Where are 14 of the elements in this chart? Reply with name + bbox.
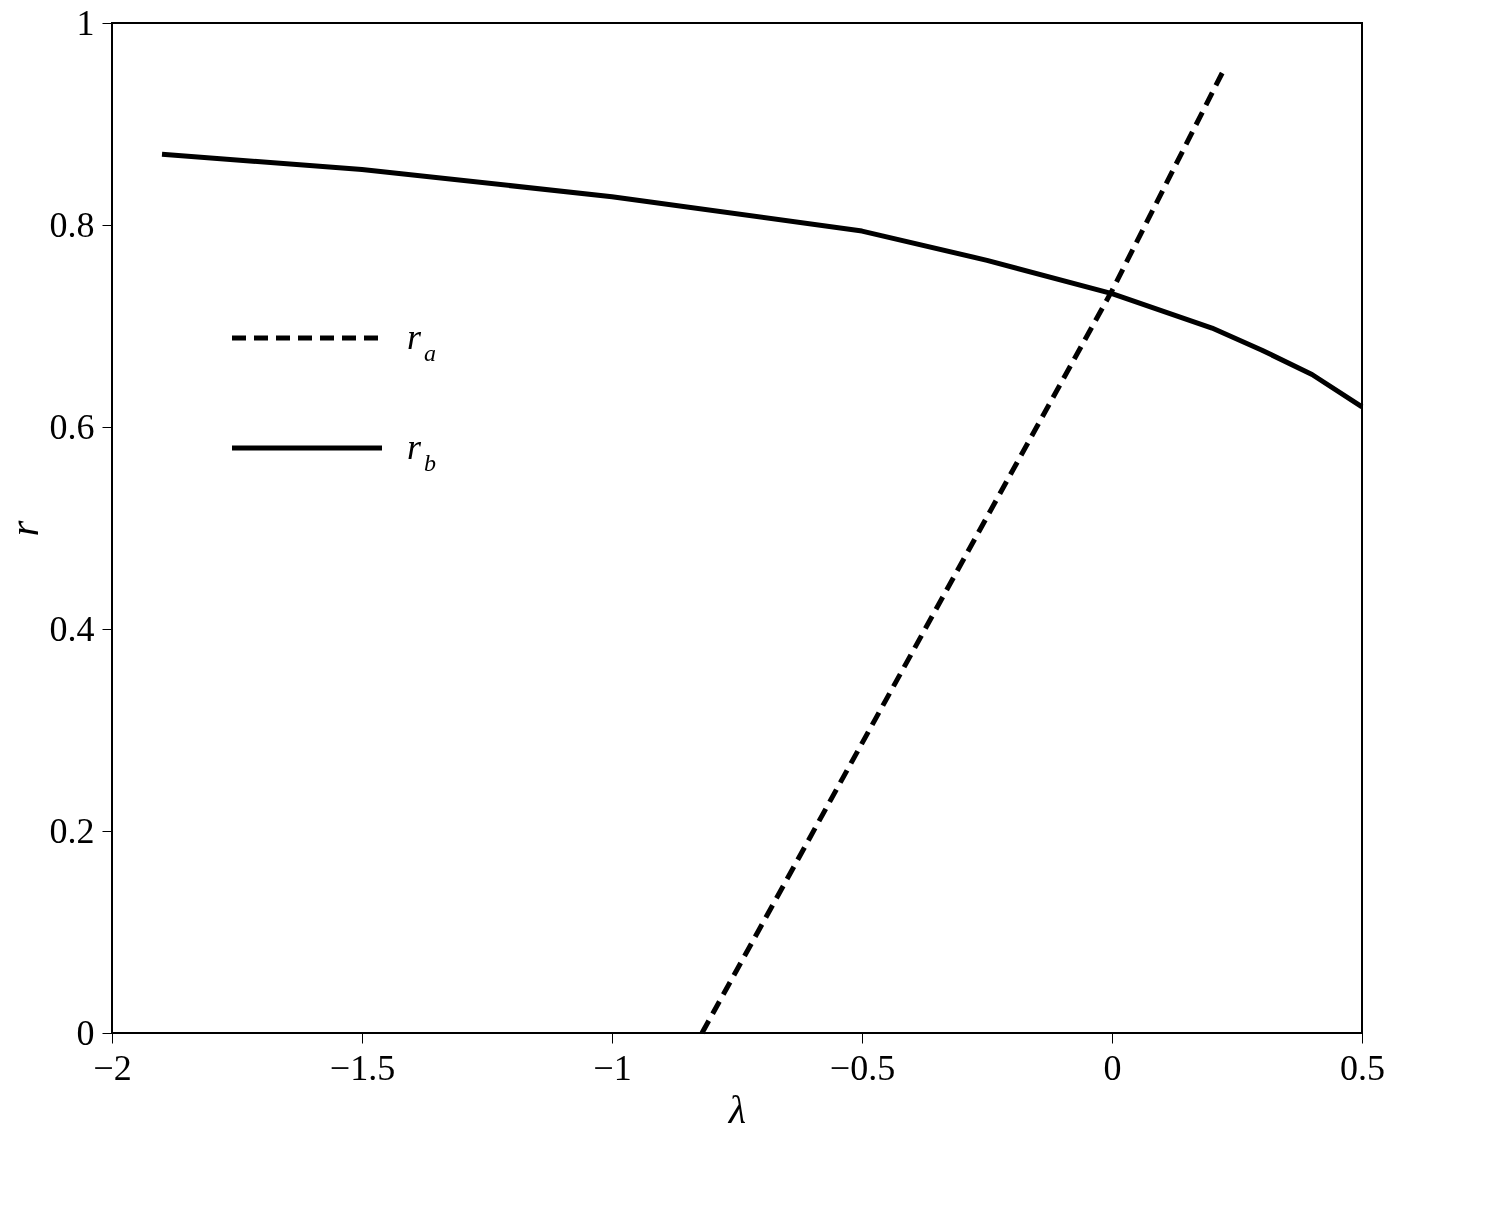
- y-tick-label: 0: [76, 1012, 95, 1053]
- x-tick-label: −2: [93, 1047, 132, 1088]
- y-axis-title: r: [1, 520, 47, 537]
- x-tick-label: −0.5: [829, 1047, 896, 1088]
- x-tick-label: −1.5: [329, 1047, 396, 1088]
- y-tick-label: 0.8: [49, 204, 95, 245]
- x-tick-label: −1: [593, 1047, 632, 1088]
- y-tick-label: 1: [76, 2, 95, 43]
- x-tick-label: 0.5: [1340, 1047, 1385, 1088]
- y-tick-label: 0.2: [49, 810, 95, 851]
- y-tick-label: 0.4: [49, 608, 95, 649]
- x-tick-label: 0: [1103, 1047, 1122, 1088]
- x-axis-title: λ: [727, 1086, 747, 1132]
- y-tick-label: 0.6: [49, 406, 95, 447]
